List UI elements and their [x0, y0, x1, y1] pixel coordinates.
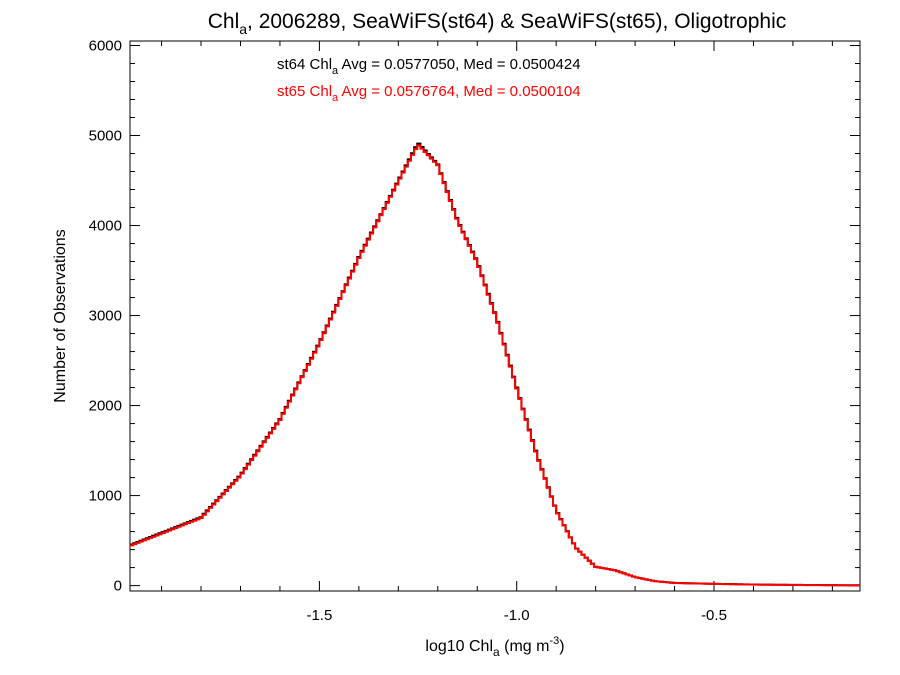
- series-group: [130, 142, 861, 587]
- plot-frame: [129, 40, 861, 592]
- y-tick-label: 4000: [89, 218, 122, 235]
- x-tick-label: -1.0: [504, 607, 530, 624]
- chart-title: Chla, 2006289, SeaWiFS(st64) & SeaWiFS(s…: [208, 10, 787, 37]
- x-tick-label: -0.5: [701, 607, 727, 624]
- y-axis-ticks: 0 1000 2000 3000 4000 5000 6000: [89, 38, 860, 595]
- x-axis-ticks: -1.5 -1.0 -0.5: [161, 41, 833, 624]
- stat-line-st64: st64 Chla Avg = 0.0577050, Med = 0.05004…: [277, 56, 581, 77]
- y-tick-label: 3000: [89, 308, 122, 325]
- x-tick-label: -1.5: [306, 607, 332, 624]
- x-axis-title: log10 Chla (mg m-3): [425, 635, 564, 659]
- series-line-st65: [130, 144, 861, 587]
- y-tick-label: 2000: [89, 398, 122, 415]
- y-tick-label: 1000: [89, 488, 122, 505]
- series-line-st64: [130, 142, 861, 587]
- y-tick-label: 6000: [89, 38, 122, 55]
- y-axis-title: Number of Observations: [52, 229, 69, 402]
- stat-line-st65: st65 Chla Avg = 0.0576764, Med = 0.05001…: [277, 83, 581, 104]
- y-tick-label: 5000: [89, 128, 122, 145]
- y-tick-label: 0: [114, 578, 122, 595]
